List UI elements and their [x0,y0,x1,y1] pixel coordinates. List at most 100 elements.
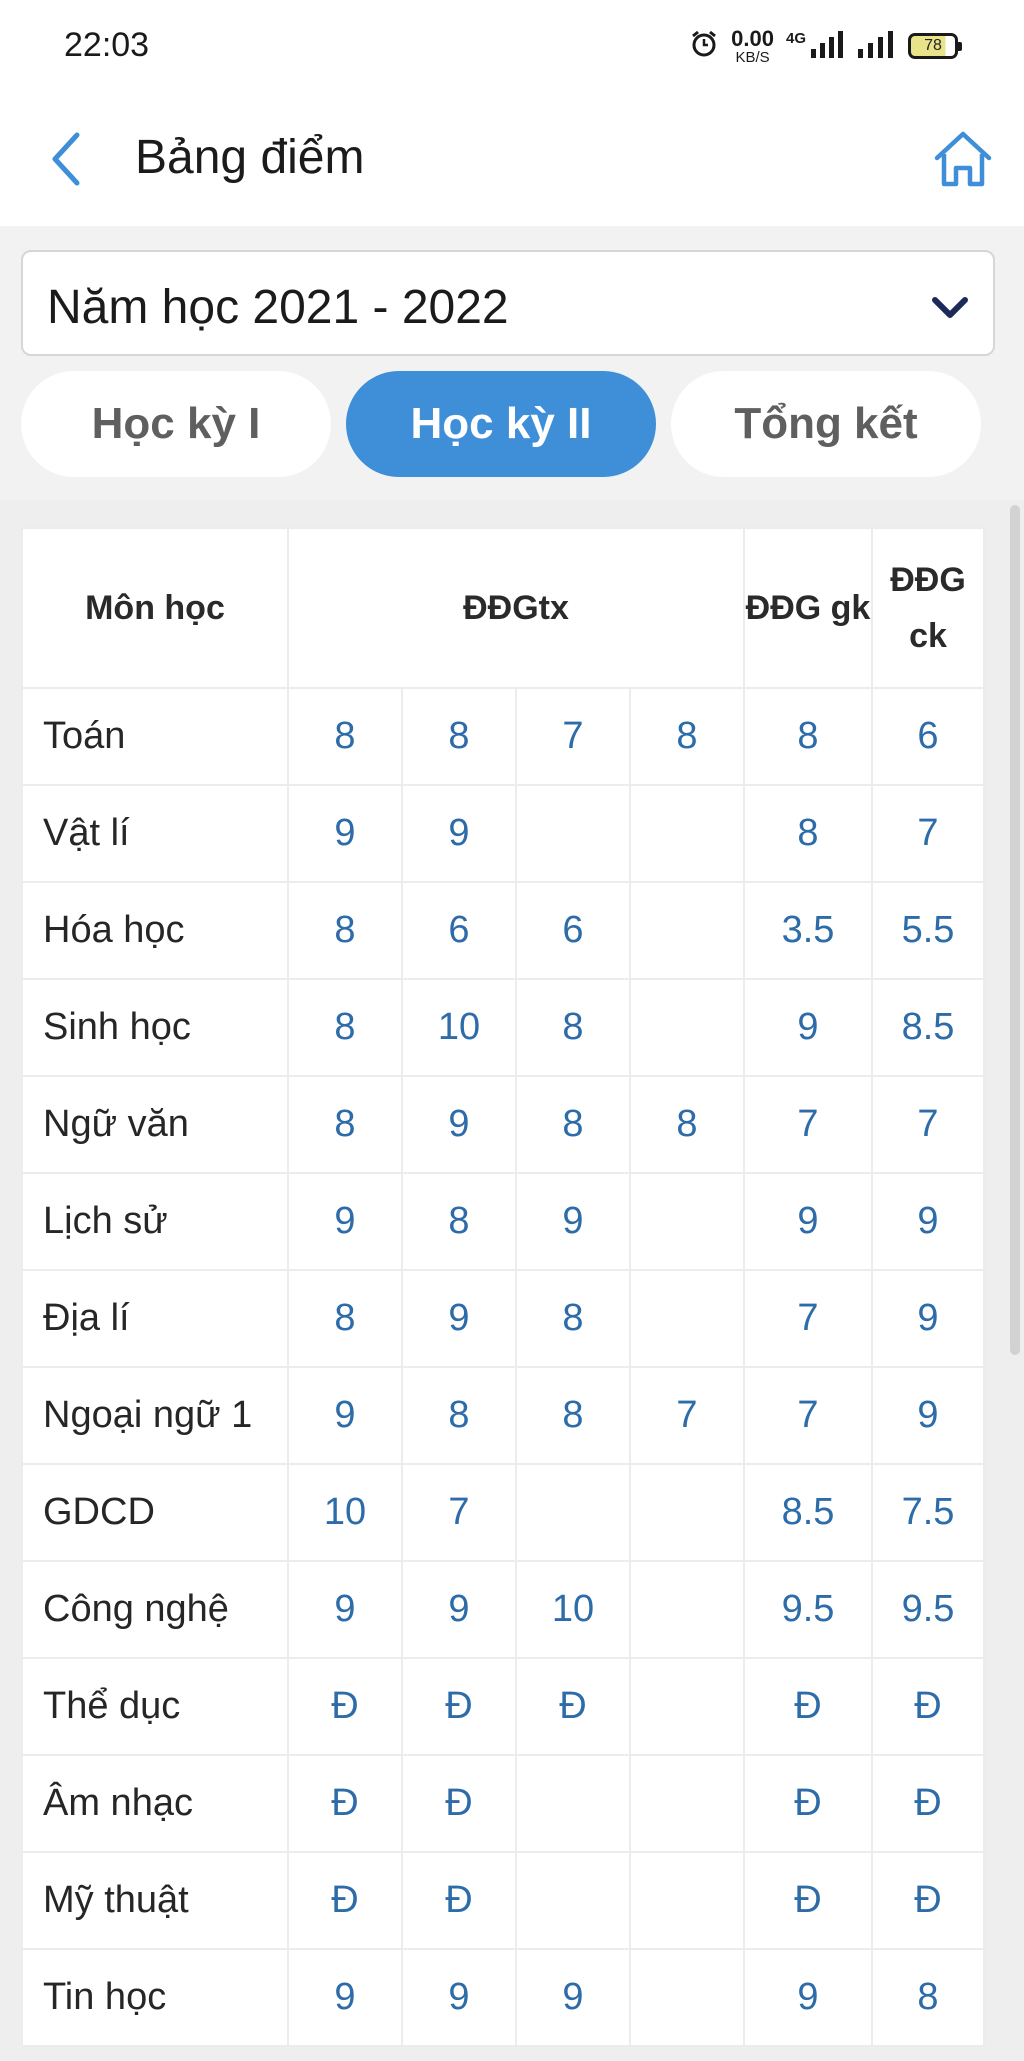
tx-score-cell: 8 [629,687,745,786]
battery-level: 78 [924,37,942,54]
app-header: Bảng điểm [0,92,1024,226]
ck-score-cell: 6 [871,687,985,786]
header-ddgck: ĐĐG ck [871,527,985,689]
gk-score-cell: 8 [743,784,873,883]
subject-cell: Vật lí [21,784,289,883]
tx-score-cell: 8 [629,1075,745,1174]
table-row: Tin học 9 9 9 9 8 [21,1948,985,2047]
status-bar: 22:03 0.00 KB/S 4G [0,0,1024,92]
ck-score-cell: Đ [871,1754,985,1853]
status-time: 22:03 [64,26,150,64]
table-row: Âm nhạc Đ Đ Đ Đ [21,1754,985,1853]
tx-score-cell: 8 [515,978,631,1077]
gk-score-cell: 7 [743,1366,873,1465]
table-row: Hóa học 8 6 6 3.5 5.5 [21,881,985,980]
gk-score-cell: Đ [743,1754,873,1853]
school-year-select[interactable]: Năm học 2021 - 2022 [21,250,995,356]
tx-score-cell: 8 [287,1075,403,1174]
ck-score-cell: 8 [871,1948,985,2047]
subject-cell: Ngoại ngữ 1 [21,1366,289,1465]
status-icons: 0.00 KB/S 4G 78 [689,24,962,68]
tx-score-cell: Đ [287,1851,403,1950]
tx-score-cell: 9 [287,1366,403,1465]
tx-score-cell: 6 [515,881,631,980]
subject-cell: Hóa học [21,881,289,980]
gk-score-cell: 8.5 [743,1463,873,1562]
home-button[interactable] [928,124,998,194]
chevron-down-icon [932,297,968,318]
table-row: Thể dục Đ Đ Đ Đ Đ [21,1657,985,1756]
table-row: GDCD 10 7 8.5 7.5 [21,1463,985,1562]
gk-score-cell: Đ [743,1657,873,1756]
tx-score-cell: 7 [401,1463,517,1562]
gk-score-cell: 9.5 [743,1560,873,1659]
tx-score-cell: 10 [287,1463,403,1562]
ck-score-cell: 9 [871,1269,985,1368]
ck-score-cell: Đ [871,1657,985,1756]
ck-score-cell: 8.5 [871,978,985,1077]
tx-score-cell: 9 [515,1172,631,1271]
table-row: Vật lí 9 9 8 7 [21,784,985,883]
ck-score-cell: 9 [871,1366,985,1465]
tx-score-cell: Đ [287,1657,403,1756]
gk-score-cell: 7 [743,1075,873,1174]
tx-score-cell: 9 [401,1075,517,1174]
network-speed: 0.00 KB/S [731,25,774,66]
table-row: Ngữ văn 8 9 8 8 7 7 [21,1075,985,1174]
tx-score-cell: Đ [287,1754,403,1853]
tx-score-cell [515,1754,631,1853]
tx-score-cell: 8 [401,1366,517,1465]
subject-cell: Công nghệ [21,1560,289,1659]
subject-cell: Toán [21,687,289,786]
subject-cell: Tin học [21,1948,289,2047]
gk-score-cell: 3.5 [743,881,873,980]
tx-score-cell [629,1851,745,1950]
tx-score-cell: 8 [515,1075,631,1174]
tx-score-cell: Đ [515,1657,631,1756]
tx-score-cell: 8 [287,978,403,1077]
ck-score-cell: Đ [871,1851,985,1950]
subject-cell: Địa lí [21,1269,289,1368]
gk-score-cell: 9 [743,978,873,1077]
tx-score-cell: 9 [401,784,517,883]
tx-score-cell: Đ [401,1754,517,1853]
subject-cell: Mỹ thuật [21,1851,289,1950]
tx-score-cell: 10 [515,1560,631,1659]
tx-score-cell: 8 [401,687,517,786]
tx-score-cell: 8 [287,687,403,786]
net-speed-unit: KB/S [735,48,770,66]
tx-score-cell: 7 [629,1366,745,1465]
table-row: Sinh học 8 10 8 9 8.5 [21,978,985,1077]
network-type: 4G [785,29,806,47]
home-icon [934,131,992,187]
tab-semester-2[interactable]: Học kỳ II [346,371,656,477]
table-header-row: Môn học ĐĐGtx ĐĐG gk ĐĐG ck [21,527,985,689]
tx-score-cell [629,1948,745,2047]
tab-semester-1[interactable]: Học kỳ I [21,371,331,477]
ck-score-cell: 7.5 [871,1463,985,1562]
tab-summary[interactable]: Tổng kết [671,371,981,477]
ck-score-cell: 5.5 [871,881,985,980]
tx-score-cell [629,881,745,980]
alarm-icon [689,29,719,64]
tx-score-cell: Đ [401,1851,517,1950]
semester-tabs: Học kỳ I Học kỳ II Tổng kết [21,371,1001,477]
page-title: Bảng điểm [135,131,365,184]
tx-score-cell [629,978,745,1077]
tx-score-cell [629,1172,745,1271]
back-button[interactable] [30,124,100,194]
scrollbar[interactable] [1010,505,1020,1355]
gk-score-cell: 9 [743,1172,873,1271]
tx-score-cell [515,1463,631,1562]
net-speed-value: 0.00 [731,25,774,51]
table-row: Toán 8 8 7 8 8 6 [21,687,985,786]
subject-cell: Thể dục [21,1657,289,1756]
tx-score-cell: 10 [401,978,517,1077]
tx-score-cell [629,1657,745,1756]
tx-score-cell: 9 [515,1948,631,2047]
tx-score-cell [629,784,745,883]
table-row: Lịch sử 9 8 9 9 9 [21,1172,985,1271]
ck-score-cell: 9.5 [871,1560,985,1659]
tx-score-cell [629,1560,745,1659]
header-subject: Môn học [21,527,289,689]
